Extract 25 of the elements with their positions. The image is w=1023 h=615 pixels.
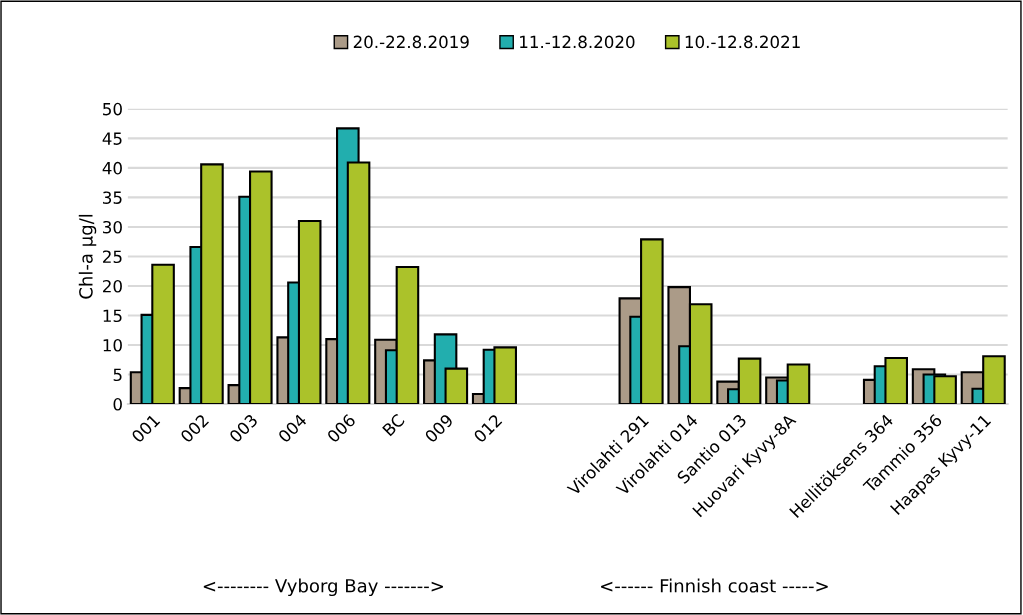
- y-tick-label: 20: [103, 279, 122, 293]
- x-tick-label: 003: [228, 413, 259, 444]
- y-tick-label: 40: [102, 161, 122, 175]
- y-tick-label: 30: [103, 220, 122, 234]
- y-tick-label: 5: [113, 368, 122, 382]
- y-tick-label: 25: [103, 250, 122, 264]
- x-tick-label: BC: [381, 413, 406, 437]
- text: <-------- Vyborg Bay ------->: [203, 578, 443, 597]
- x-tick-label: 002: [179, 413, 210, 444]
- x-tick-label: 001: [130, 413, 161, 444]
- y-tick-label: 15: [103, 309, 122, 323]
- text: <------ Finnish coast ----->: [601, 578, 828, 593]
- legend-label: 11.-12.8.2020: [520, 35, 635, 49]
- x-tick-label: 009: [424, 413, 454, 444]
- y-tick-label: 50: [103, 102, 122, 116]
- y-axis-title: Chl-a µg/l: [78, 214, 97, 299]
- x-tick-label: 006: [326, 413, 357, 444]
- x-tick-label: 012: [472, 413, 503, 444]
- y-tick-label: 10: [103, 338, 122, 352]
- y-tick-label: 45: [102, 132, 122, 145]
- y-tick-label: 0: [113, 398, 122, 411]
- legend-label: 10.-12.8.2021: [685, 35, 800, 49]
- x-tick-label: 004: [277, 413, 308, 444]
- y-tick-label: 35: [103, 191, 122, 204]
- legend-label: 20.-22.8.2019: [353, 35, 469, 49]
